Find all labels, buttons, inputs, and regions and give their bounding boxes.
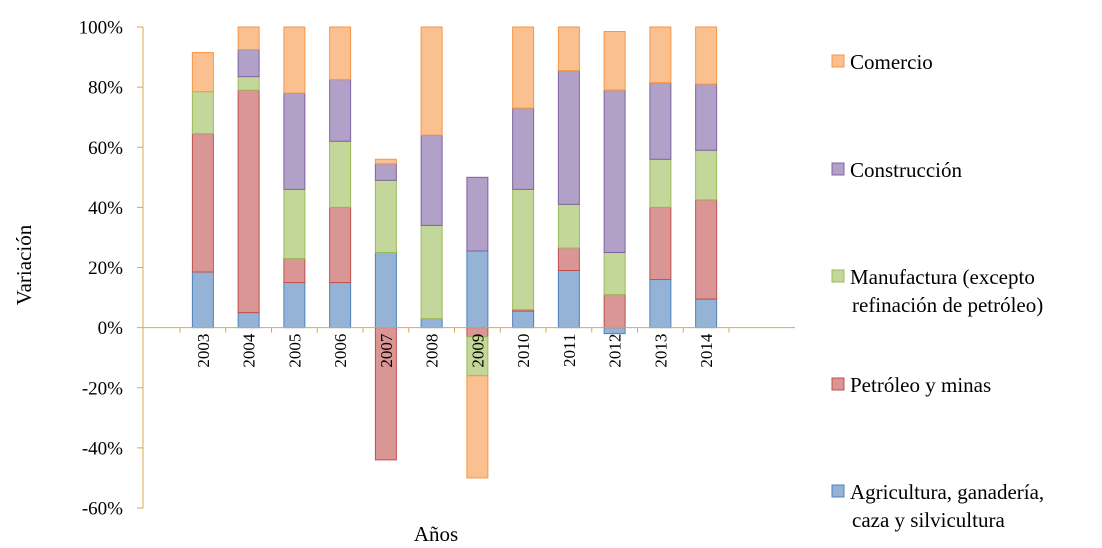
- x-tick-label-2006: 2006: [331, 334, 350, 368]
- bar-segment-2009-s0: [466, 250, 489, 329]
- bar-segment-2006-s1: [329, 206, 352, 284]
- bar-segment-2014-s3: [695, 83, 718, 151]
- y-tick-label: -60%: [82, 499, 123, 520]
- legend: Comercio Construcción Manufactura (excepto…: [831, 50, 1044, 532]
- x-tick-label-2014: 2014: [697, 333, 716, 368]
- bar-segment-2013-s1: [649, 206, 672, 281]
- bar-segment-2006-s0: [329, 282, 352, 329]
- x-axis-title: Años: [414, 522, 458, 546]
- y-tick-label: 60%: [88, 138, 123, 159]
- y-axis-ticks: -60% -40% -20% 0% 20% 40% 60% 80% 100%: [79, 18, 143, 520]
- bar-segment-2005-s1: [283, 257, 306, 284]
- bar-segment-2003-s1: [191, 133, 214, 273]
- bar-segment-2007-s2: [374, 179, 397, 253]
- bar-segment-2009-s3: [466, 176, 489, 252]
- bar-segment-2007-s0: [374, 251, 397, 329]
- x-tick-label-2012: 2012: [606, 334, 625, 368]
- x-tick-label-2004: 2004: [240, 333, 259, 368]
- y-axis-title: Variación: [12, 224, 36, 305]
- legend-label: Agricultura, ganadería, caza y silvicultu…: [850, 480, 1044, 532]
- legend-label: Manufactura (excepto refinación de petról…: [850, 265, 1043, 317]
- bar-segment-2014-s0: [695, 298, 718, 329]
- bar-segment-2004-s3: [237, 49, 260, 78]
- bar-segment-2004-s0: [237, 312, 260, 329]
- bar-segment-2011-s4: [557, 26, 580, 72]
- legend-label: Petróleo y minas: [850, 373, 991, 397]
- bar-segment-2010-s3: [512, 107, 535, 190]
- bar-segment-2013-s3: [649, 82, 672, 160]
- bar-segment-2006-s3: [329, 79, 352, 142]
- x-tick-label-2010: 2010: [514, 334, 533, 368]
- bar-segment-2010-s0: [512, 310, 535, 329]
- bar-segment-2012-s4: [603, 31, 626, 91]
- x-tick-label-2007: 2007: [377, 333, 396, 368]
- bar-segment-2014-s4: [695, 26, 718, 85]
- x-tick-label-2003: 2003: [194, 334, 213, 368]
- legend-label: Construcción: [850, 158, 962, 182]
- bar-segment-2003-s4: [191, 52, 214, 93]
- bar-segment-2011-s2: [557, 203, 580, 249]
- bar-segment-2005-s4: [283, 26, 306, 94]
- x-tick-label-2008: 2008: [423, 334, 442, 368]
- y-tick-label: -20%: [82, 378, 123, 399]
- bar-segment-2004-s4: [237, 26, 260, 51]
- bar-segment-2012-s0: [603, 327, 626, 335]
- bar-segment-2008-s4: [420, 26, 443, 136]
- y-tick-label: 20%: [88, 258, 123, 279]
- legend-swatch: [831, 484, 845, 498]
- bar-segment-2008-s3: [420, 134, 443, 226]
- y-tick-label: -40%: [82, 438, 123, 459]
- y-tick-label: 80%: [88, 78, 123, 99]
- bar-segment-2010-s2: [512, 188, 535, 311]
- bar-segment-2011-s1: [557, 247, 580, 272]
- legend-label: Comercio: [850, 50, 933, 74]
- legend-swatch: [831, 162, 845, 176]
- bar-segment-2004-s2: [237, 76, 260, 91]
- bar-segment-2007-s4: [374, 158, 397, 165]
- bar-segment-2012-s2: [603, 251, 626, 296]
- bar-segment-2010-s4: [512, 26, 535, 109]
- bar-segment-2009-s4: [466, 375, 489, 479]
- bar-segment-2012-s3: [603, 89, 626, 253]
- x-tick-label-2013: 2013: [651, 334, 670, 368]
- legend-swatch: [831, 269, 845, 283]
- bar-segment-2005-s2: [283, 188, 306, 259]
- y-tick-label: 40%: [88, 198, 123, 219]
- bar-segment-2008-s0: [420, 318, 443, 329]
- bar-segment-2005-s3: [283, 92, 306, 190]
- bar-segment-2014-s2: [695, 149, 718, 201]
- x-tick-label-2009: 2009: [468, 334, 487, 368]
- bar-segment-2003-s2: [191, 91, 214, 135]
- y-tick-label: 100%: [79, 18, 124, 39]
- bar-segment-2013-s4: [649, 26, 672, 84]
- x-axis-ticks: 2003 2004 2005 2006 2007 2008 2009 2010 2011 2012…: [179, 327, 730, 368]
- bar-segment-2006-s4: [329, 26, 352, 81]
- bar-segment-2005-s0: [283, 282, 306, 329]
- bar-segment-2011-s0: [557, 270, 580, 329]
- y-tick-label: 0%: [98, 318, 124, 339]
- x-tick-label-2005: 2005: [285, 334, 304, 368]
- x-tick-label-2011: 2011: [560, 334, 579, 367]
- plot-area: [142, 26, 795, 508]
- bar-segment-2004-s1: [237, 89, 260, 314]
- bar-segment-2008-s2: [420, 224, 443, 320]
- bar-segment-2003-s0: [191, 271, 214, 329]
- bar-segment-2007-s3: [374, 163, 397, 181]
- bar-segment-2013-s2: [649, 158, 672, 208]
- bar-segment-2013-s0: [649, 279, 672, 329]
- legend-swatch: [831, 54, 845, 68]
- bar-segment-2011-s3: [557, 70, 580, 205]
- bar-segment-2014-s1: [695, 199, 718, 300]
- legend-swatch: [831, 377, 845, 391]
- bar-segment-2012-s1: [603, 294, 626, 329]
- bar-segment-2006-s2: [329, 140, 352, 208]
